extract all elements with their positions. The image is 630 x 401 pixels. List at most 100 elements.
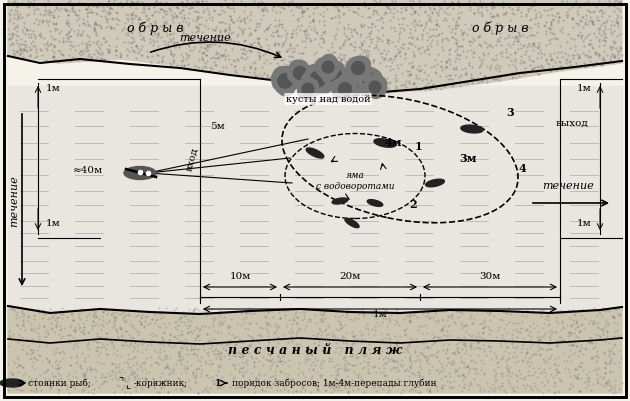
Text: 1м: 1м [577, 84, 592, 93]
Circle shape [365, 69, 382, 87]
Text: 1м: 1м [372, 310, 387, 319]
Circle shape [305, 70, 318, 83]
Circle shape [338, 87, 353, 102]
Circle shape [312, 79, 326, 92]
Circle shape [347, 65, 363, 81]
Text: течение: течение [179, 33, 231, 43]
Text: 4м: 4м [384, 138, 402, 148]
Circle shape [354, 56, 370, 73]
Circle shape [372, 83, 386, 97]
Circle shape [358, 62, 369, 74]
Polygon shape [0, 379, 24, 387]
Circle shape [331, 79, 348, 95]
Circle shape [326, 65, 338, 76]
Circle shape [325, 57, 338, 70]
Circle shape [364, 67, 375, 78]
Text: 5м: 5м [210, 122, 225, 131]
Circle shape [301, 71, 323, 92]
Circle shape [305, 79, 318, 92]
Circle shape [346, 59, 360, 73]
Circle shape [358, 67, 372, 80]
Circle shape [320, 57, 331, 68]
Text: течение: течение [542, 181, 594, 191]
Circle shape [350, 75, 366, 91]
Circle shape [299, 67, 312, 79]
Polygon shape [332, 198, 348, 204]
Polygon shape [426, 179, 444, 187]
Circle shape [297, 81, 309, 93]
Circle shape [362, 71, 374, 85]
Circle shape [358, 76, 372, 89]
Text: 10м: 10м [229, 272, 251, 281]
Circle shape [273, 67, 291, 85]
Polygon shape [8, 0, 322, 83]
Text: 4: 4 [518, 164, 526, 174]
Circle shape [338, 83, 352, 95]
Circle shape [272, 76, 286, 90]
Circle shape [321, 64, 337, 80]
Circle shape [298, 85, 309, 96]
Circle shape [326, 60, 340, 74]
Circle shape [316, 58, 331, 73]
Text: стоянки рыб;: стоянки рыб; [28, 378, 91, 388]
Circle shape [346, 82, 360, 96]
Circle shape [312, 73, 334, 94]
Circle shape [295, 68, 313, 85]
Circle shape [302, 77, 316, 91]
Circle shape [310, 71, 326, 87]
Circle shape [284, 71, 295, 83]
Circle shape [322, 61, 334, 73]
Ellipse shape [124, 166, 156, 180]
Circle shape [294, 67, 307, 79]
Circle shape [294, 61, 308, 75]
Circle shape [328, 69, 341, 81]
Text: 30м: 30м [479, 272, 501, 281]
Text: ≈40м: ≈40м [73, 166, 103, 175]
Circle shape [299, 86, 312, 100]
Text: выход: выход [556, 119, 588, 128]
Text: кусты над водой: кусты над водой [285, 95, 370, 103]
Circle shape [335, 86, 350, 101]
Text: о б р ы в: о б р ы в [127, 21, 183, 35]
Circle shape [332, 83, 348, 99]
Circle shape [357, 70, 369, 83]
Circle shape [348, 70, 365, 88]
Circle shape [333, 65, 345, 78]
Bar [8, 86, 622, 341]
Circle shape [345, 76, 359, 90]
Circle shape [316, 61, 331, 76]
Circle shape [324, 72, 340, 87]
Circle shape [364, 81, 377, 96]
Polygon shape [306, 148, 324, 158]
Circle shape [318, 72, 332, 86]
Circle shape [331, 71, 347, 86]
Circle shape [355, 73, 370, 87]
Circle shape [336, 75, 356, 95]
Text: п е с ч а н ы й   п л я ж: п е с ч а н ы й п л я ж [228, 344, 402, 358]
Circle shape [369, 85, 382, 99]
Circle shape [328, 61, 345, 78]
Circle shape [299, 64, 310, 75]
Circle shape [294, 71, 308, 86]
Circle shape [347, 64, 358, 76]
Polygon shape [345, 219, 359, 228]
Circle shape [344, 83, 357, 95]
Circle shape [362, 77, 375, 90]
Polygon shape [8, 307, 622, 393]
Circle shape [342, 78, 357, 93]
Polygon shape [374, 139, 396, 147]
Circle shape [292, 72, 303, 83]
Polygon shape [322, 0, 622, 93]
Circle shape [323, 70, 337, 84]
Circle shape [319, 64, 333, 78]
Circle shape [348, 79, 365, 95]
Circle shape [304, 74, 325, 95]
Circle shape [288, 68, 302, 82]
Circle shape [340, 77, 352, 90]
Circle shape [282, 72, 300, 90]
Circle shape [277, 78, 295, 96]
Circle shape [343, 68, 362, 87]
Circle shape [343, 87, 355, 98]
Text: о б р ы в: о б р ы в [472, 21, 528, 35]
Circle shape [323, 61, 341, 79]
